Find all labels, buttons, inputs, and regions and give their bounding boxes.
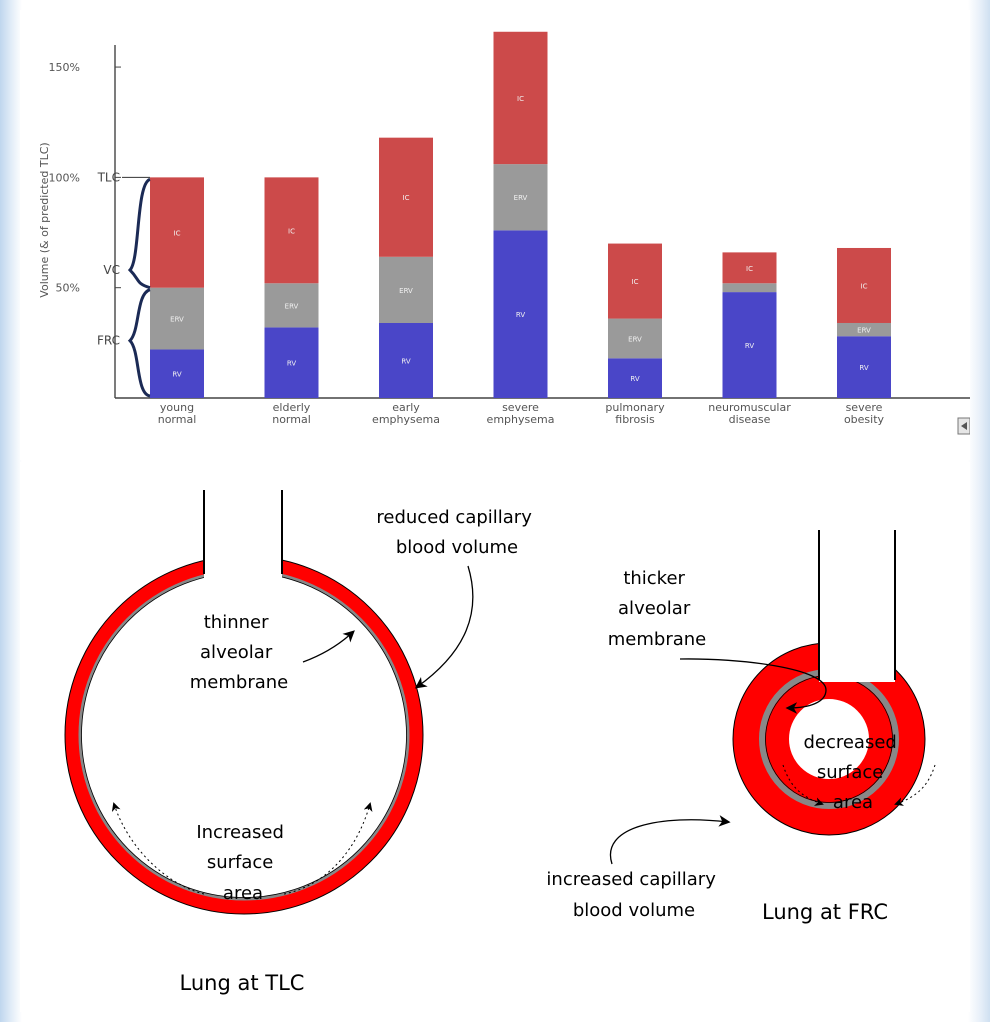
vc-brace xyxy=(127,177,151,290)
arrow-decreased-right xyxy=(894,764,936,806)
bar-segment-label: IC xyxy=(632,278,639,286)
label-thinner-membrane: thinner alveolar membrane xyxy=(190,612,288,693)
bar-segment-ic xyxy=(837,247,891,323)
x-tick-label: young normal xyxy=(158,401,197,426)
caption-lung-frc: Lung at FRC xyxy=(762,900,888,924)
arrow-decreased-left xyxy=(782,764,824,806)
x-tick-label-line: severe xyxy=(502,401,539,414)
bracket-label-frc: FRC xyxy=(97,334,120,348)
bar-segment-ic xyxy=(379,137,433,257)
diagram-canvas: reduced capillary blood volume thinner a… xyxy=(64,490,936,995)
y-ticks: 50% 100% 150% xyxy=(49,61,121,295)
alveolus-diagram: reduced capillary blood volume thinner a… xyxy=(20,462,970,1012)
bar-segment-rv xyxy=(264,327,319,398)
x-tick-label-line: elderly xyxy=(273,401,311,414)
bar-segment-label: RV xyxy=(859,364,868,372)
bar-segment-label: ERV xyxy=(399,287,413,295)
arrow-reduced-capillary xyxy=(414,565,474,689)
bar-segment-ic xyxy=(493,31,548,165)
bar-segment-label: ERV xyxy=(170,316,184,324)
caption-lung-tlc: Lung at TLC xyxy=(180,971,305,995)
bar-segment-ic xyxy=(722,252,777,284)
bar-segment-ic xyxy=(608,243,662,319)
x-tick-label-line: pulmonary xyxy=(605,401,665,414)
bar-segment-label: IC xyxy=(746,265,753,273)
x-tick-label-line: emphysema xyxy=(487,413,555,426)
bar-segment-erv xyxy=(150,287,204,350)
chart-canvas: Volume (& of predicted TLC) 50%100%150% … xyxy=(38,31,971,435)
x-tick-label-line: emphysema xyxy=(372,413,440,426)
bar-segment-erv xyxy=(493,164,548,231)
x-tick-label-line: disease xyxy=(729,413,771,426)
x-tick-label-line: fibrosis xyxy=(615,413,655,426)
x-tick-label: elderly normal xyxy=(272,401,311,426)
bar-segment-rv xyxy=(379,322,433,398)
expand-icon[interactable] xyxy=(957,417,971,435)
x-tick-label-line: normal xyxy=(158,413,197,426)
arrow-increased-capillary xyxy=(609,815,731,865)
y-tick-label: 150% xyxy=(49,61,80,74)
bar-segment-ic xyxy=(150,177,204,288)
label-decreased-surface: decreased surface area xyxy=(803,732,902,813)
alveolus-frc: thicker alveolar membrane decreased surf… xyxy=(546,530,936,924)
bar-segment-label: ERV xyxy=(628,335,642,343)
x-tick-label-line: early xyxy=(392,401,420,414)
x-tick-label: early emphysema xyxy=(372,401,440,426)
bracket-label-vc: VC xyxy=(103,263,120,277)
airway-opening xyxy=(204,552,282,582)
bar-segment-label: IC xyxy=(403,194,410,202)
y-axis-title: Volume (& of predicted TLC) xyxy=(38,142,51,297)
bar-segment-rv xyxy=(722,292,777,398)
label-reduced-capillary: reduced capillary blood volume xyxy=(376,507,537,558)
x-tick-label-line: normal xyxy=(272,413,311,426)
airway-opening xyxy=(819,632,895,682)
bar-segment-ic xyxy=(264,177,319,284)
bar-segment-erv xyxy=(837,322,891,337)
alveolus-tlc: reduced capillary blood volume thinner a… xyxy=(64,490,537,995)
x-tick-label: severe obesity xyxy=(844,401,885,426)
bar-segment-erv xyxy=(722,283,777,293)
bar-segment-label: IC xyxy=(174,230,181,238)
bar-segment-label: RV xyxy=(630,375,639,383)
x-tick-label-line: young xyxy=(160,401,194,414)
bar-segment-rv xyxy=(837,336,891,398)
bar-segment-rv xyxy=(608,358,662,398)
bar-segment-erv xyxy=(264,283,319,328)
bar-segment-label: IC xyxy=(517,95,524,103)
bar-segment-label: IC xyxy=(861,282,868,290)
y-tick-label: 50% xyxy=(56,282,80,295)
bar-segment-label: ERV xyxy=(514,194,528,202)
x-tick-label: pulmonary fibrosis xyxy=(605,401,665,426)
bar-segment-label: RV xyxy=(401,357,410,365)
x-tick-label-line: neuromuscular xyxy=(708,401,791,414)
bar-segment-label: IC xyxy=(288,227,295,235)
x-tick-label-line: severe xyxy=(846,401,883,414)
x-tick-label: severe emphysema xyxy=(487,401,555,426)
frc-brace xyxy=(127,288,151,398)
bar-segment-label: RV xyxy=(287,360,296,368)
volume-brackets: TLC VC FRC xyxy=(97,170,151,398)
x-tick-label-line: obesity xyxy=(844,413,885,426)
bar-segment-label: ERV xyxy=(857,327,871,335)
bars: RV ERV IC RV ERV IC RV ERV IC RV ERV IC RV ERV IC RV IC R… xyxy=(150,31,891,398)
bar-segment-label: RV xyxy=(172,371,181,379)
label-increased-capillary: increased capillary blood volume xyxy=(546,869,721,921)
bar-segment-erv xyxy=(608,318,662,359)
label-thicker-membrane: thicker alveolar membrane xyxy=(608,568,706,650)
bar-segment-label: RV xyxy=(745,342,754,350)
x-tick-label: neuromuscular disease xyxy=(708,401,791,426)
bracket-label-tlc: TLC xyxy=(97,170,120,184)
label-increased-surface: Increased surface area xyxy=(196,822,289,904)
bar-segment-label: RV xyxy=(516,311,525,319)
bar-segment-rv xyxy=(150,349,204,398)
bar-segment-label: ERV xyxy=(285,302,299,310)
lung-volumes-chart: Volume (& of predicted TLC) 50% 100% 150% … xyxy=(20,10,971,460)
y-tick-label: 100% xyxy=(49,171,80,184)
arrow-thinner-membrane xyxy=(302,630,355,663)
bar-segment-erv xyxy=(379,256,433,323)
bar-segment-rv xyxy=(493,230,548,398)
arrow-thicker-membrane xyxy=(679,658,827,714)
